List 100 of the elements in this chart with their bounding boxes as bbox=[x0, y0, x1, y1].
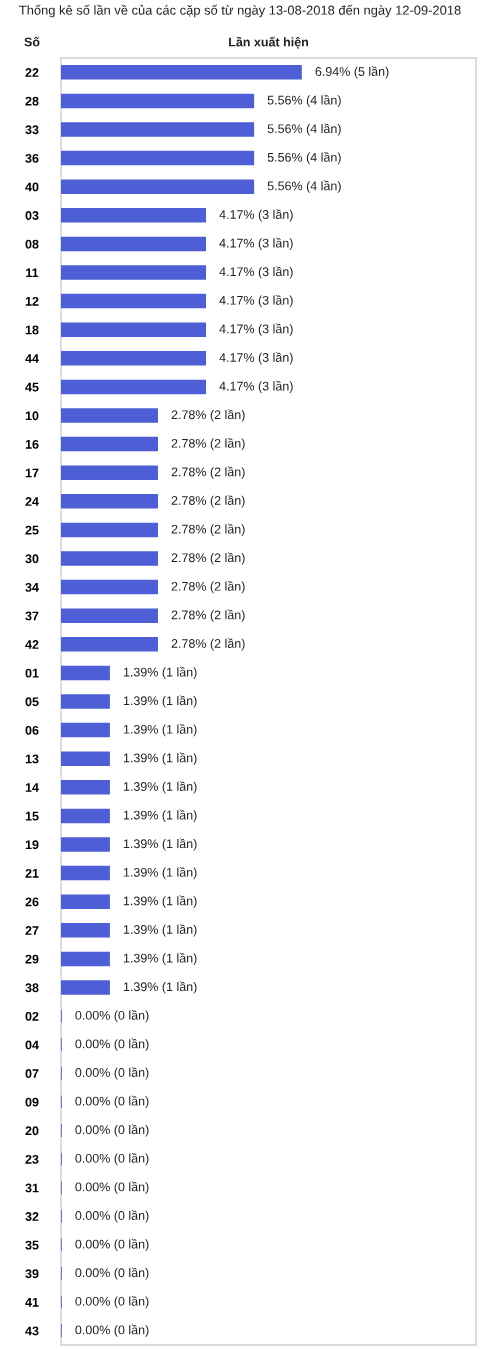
data-label: 2.78% (2 lần) bbox=[171, 438, 245, 451]
x-axis-title: Lần xuất hiện bbox=[229, 36, 309, 49]
data-label: 0.00% (0 lần) bbox=[75, 1238, 149, 1251]
data-label: 0.00% (0 lần) bbox=[75, 1153, 149, 1166]
y-tick-label: 24 bbox=[25, 497, 39, 506]
data-label: 1.39% (1 lần) bbox=[123, 752, 197, 765]
data-label: 1.39% (1 lần) bbox=[123, 666, 197, 679]
y-tick-label: 17 bbox=[25, 468, 39, 478]
bar bbox=[61, 465, 158, 480]
y-tick-label: 45 bbox=[25, 382, 39, 392]
y-tick-label: 18 bbox=[25, 325, 39, 335]
y-tick-label: 42 bbox=[25, 640, 39, 649]
data-label: 0.00% (0 lần) bbox=[75, 1324, 149, 1337]
bar bbox=[61, 93, 255, 109]
y-tick-label: 40 bbox=[25, 182, 39, 192]
data-label: 2.78% (2 lần) bbox=[171, 523, 245, 536]
data-label: 1.39% (1 lần) bbox=[123, 867, 197, 880]
y-tick-label: 03 bbox=[25, 211, 39, 220]
data-label: 4.17% (3 lần) bbox=[219, 380, 293, 393]
bar bbox=[61, 494, 158, 509]
data-label: 1.39% (1 lần) bbox=[123, 809, 197, 822]
data-label: 0.00% (0 lần) bbox=[75, 1124, 149, 1137]
bar bbox=[61, 236, 207, 252]
bar bbox=[61, 408, 158, 423]
data-label: 0.00% (0 lần) bbox=[75, 1267, 149, 1280]
y-tick-label: 29 bbox=[25, 954, 39, 964]
bar bbox=[61, 322, 207, 337]
data-label: 1.39% (1 lần) bbox=[123, 924, 197, 937]
data-label: 2.78% (2 lần) bbox=[171, 609, 245, 622]
bar bbox=[61, 579, 158, 595]
data-label: 2.78% (2 lần) bbox=[171, 552, 245, 565]
bar bbox=[61, 551, 158, 566]
y-tick-label: 06 bbox=[25, 725, 39, 735]
bar bbox=[61, 637, 158, 652]
y-tick-label: 41 bbox=[25, 1298, 39, 1307]
y-tick-label: 26 bbox=[25, 897, 39, 907]
data-label: 0.00% (0 lần) bbox=[75, 1181, 149, 1194]
bar bbox=[61, 608, 158, 623]
bar bbox=[61, 351, 207, 366]
bar bbox=[61, 865, 110, 881]
data-label: 5.56% (4 lần) bbox=[267, 123, 341, 136]
y-tick-label: 32 bbox=[25, 1212, 39, 1221]
y-tick-label: 02 bbox=[25, 1011, 39, 1021]
y-tick-label: 14 bbox=[25, 783, 39, 792]
y-tick-label: 44 bbox=[25, 354, 39, 363]
data-label: 0.00% (0 lần) bbox=[75, 1095, 149, 1108]
data-label: 4.17% (3 lần) bbox=[219, 237, 293, 250]
bar bbox=[61, 837, 110, 852]
bar bbox=[61, 923, 110, 938]
data-label: 4.17% (3 lần) bbox=[219, 266, 293, 279]
data-label: 2.78% (2 lần) bbox=[171, 638, 245, 651]
data-label: 6.94% (5 lần) bbox=[315, 66, 389, 79]
bar bbox=[61, 722, 110, 738]
data-label: 4.17% (3 lần) bbox=[219, 323, 293, 336]
y-tick-label: 12 bbox=[25, 296, 39, 306]
y-tick-label: 09 bbox=[25, 1097, 39, 1107]
data-label: 4.17% (3 lần) bbox=[219, 295, 293, 308]
y-tick-label: 21 bbox=[25, 868, 39, 878]
y-tick-label: 25 bbox=[25, 525, 39, 535]
data-label: 5.56% (4 lần) bbox=[267, 180, 341, 193]
bar bbox=[61, 150, 255, 166]
bar bbox=[61, 980, 110, 995]
y-tick-label: 07 bbox=[25, 1069, 39, 1078]
y-tick-label: 35 bbox=[25, 1240, 39, 1250]
y-tick-label: 38 bbox=[25, 983, 39, 993]
data-label: 0.00% (0 lần) bbox=[75, 1038, 149, 1051]
y-tick-label: 16 bbox=[25, 439, 39, 449]
y-tick-label: 39 bbox=[25, 1269, 39, 1279]
bar bbox=[61, 122, 255, 137]
y-tick-label: 05 bbox=[25, 697, 39, 707]
y-tick-label: 19 bbox=[25, 840, 39, 850]
data-label: 1.39% (1 lần) bbox=[123, 895, 197, 908]
bar bbox=[61, 65, 302, 80]
data-label: 2.78% (2 lần) bbox=[171, 495, 245, 508]
data-label: 1.39% (1 lần) bbox=[123, 695, 197, 708]
y-tick-label: 23 bbox=[25, 1154, 39, 1164]
data-label: 1.39% (1 lần) bbox=[123, 781, 197, 794]
y-tick-label: 28 bbox=[25, 96, 39, 106]
y-tick-label: 08 bbox=[25, 239, 39, 249]
bar bbox=[61, 265, 207, 280]
y-tick-label: 01 bbox=[25, 668, 39, 678]
bar bbox=[61, 894, 110, 909]
y-tick-label: 11 bbox=[26, 268, 39, 278]
y-tick-label: 43 bbox=[25, 1326, 39, 1336]
y-tick-label: 36 bbox=[25, 153, 39, 163]
bar bbox=[61, 379, 207, 395]
y-tick-label: 37 bbox=[25, 611, 39, 621]
bar bbox=[61, 179, 255, 194]
y-axis-title: Số bbox=[24, 36, 40, 47]
y-tick-label: 34 bbox=[25, 582, 39, 592]
y-tick-label: 04 bbox=[25, 1040, 39, 1050]
y-tick-label: 30 bbox=[25, 554, 39, 564]
data-label: 1.39% (1 lần) bbox=[123, 952, 197, 965]
bar bbox=[61, 208, 207, 223]
bar bbox=[61, 293, 207, 309]
data-label: 1.39% (1 lần) bbox=[123, 838, 197, 851]
bar bbox=[61, 780, 110, 795]
data-label: 4.17% (3 lần) bbox=[219, 352, 293, 365]
data-label: 2.78% (2 lần) bbox=[171, 466, 245, 479]
data-label: 4.17% (3 lần) bbox=[219, 209, 293, 222]
